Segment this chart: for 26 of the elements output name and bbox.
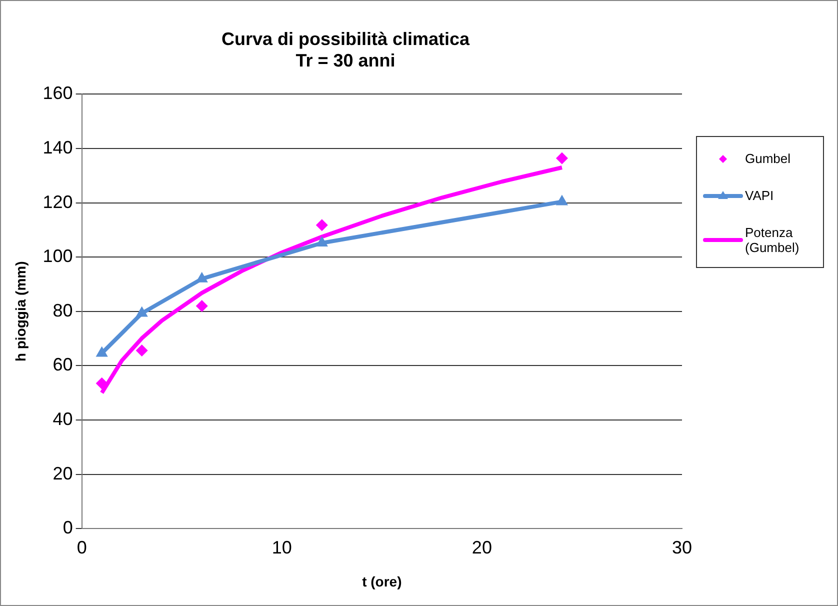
- legend-label: VAPI: [745, 188, 774, 204]
- x-tick-label: 10: [272, 537, 292, 558]
- x-tick-label: 30: [672, 537, 692, 558]
- y-tick-label: 160: [42, 83, 73, 104]
- y-tick-label: 60: [52, 354, 73, 375]
- x-tick-label: 20: [472, 537, 492, 558]
- point: [316, 236, 328, 246]
- y-tick-label: 40: [52, 408, 73, 429]
- y-tick-label: 80: [52, 300, 73, 320]
- x-axis-title: t (ore): [362, 573, 402, 590]
- y-tick-label: 120: [42, 192, 73, 212]
- y-tick-label: 140: [42, 137, 73, 158]
- y-tick-label: 20: [52, 463, 73, 484]
- x-tick-label: 0: [76, 537, 87, 558]
- y-axis-title: h pioggia (mm): [12, 261, 28, 362]
- point: [96, 346, 108, 357]
- point: [136, 306, 148, 317]
- y-tick-label: 0: [62, 518, 73, 538]
- point: [556, 194, 568, 206]
- point: [196, 300, 208, 312]
- y-tick-label: 100: [42, 246, 73, 266]
- point: [96, 377, 108, 390]
- legend-label: Potenza (Gumbel): [745, 225, 800, 256]
- point: [136, 344, 148, 356]
- legend-label: Gumbel: [745, 151, 791, 166]
- chart-title: Curva di possibilità climatica Tr = 30 anni: [221, 28, 471, 70]
